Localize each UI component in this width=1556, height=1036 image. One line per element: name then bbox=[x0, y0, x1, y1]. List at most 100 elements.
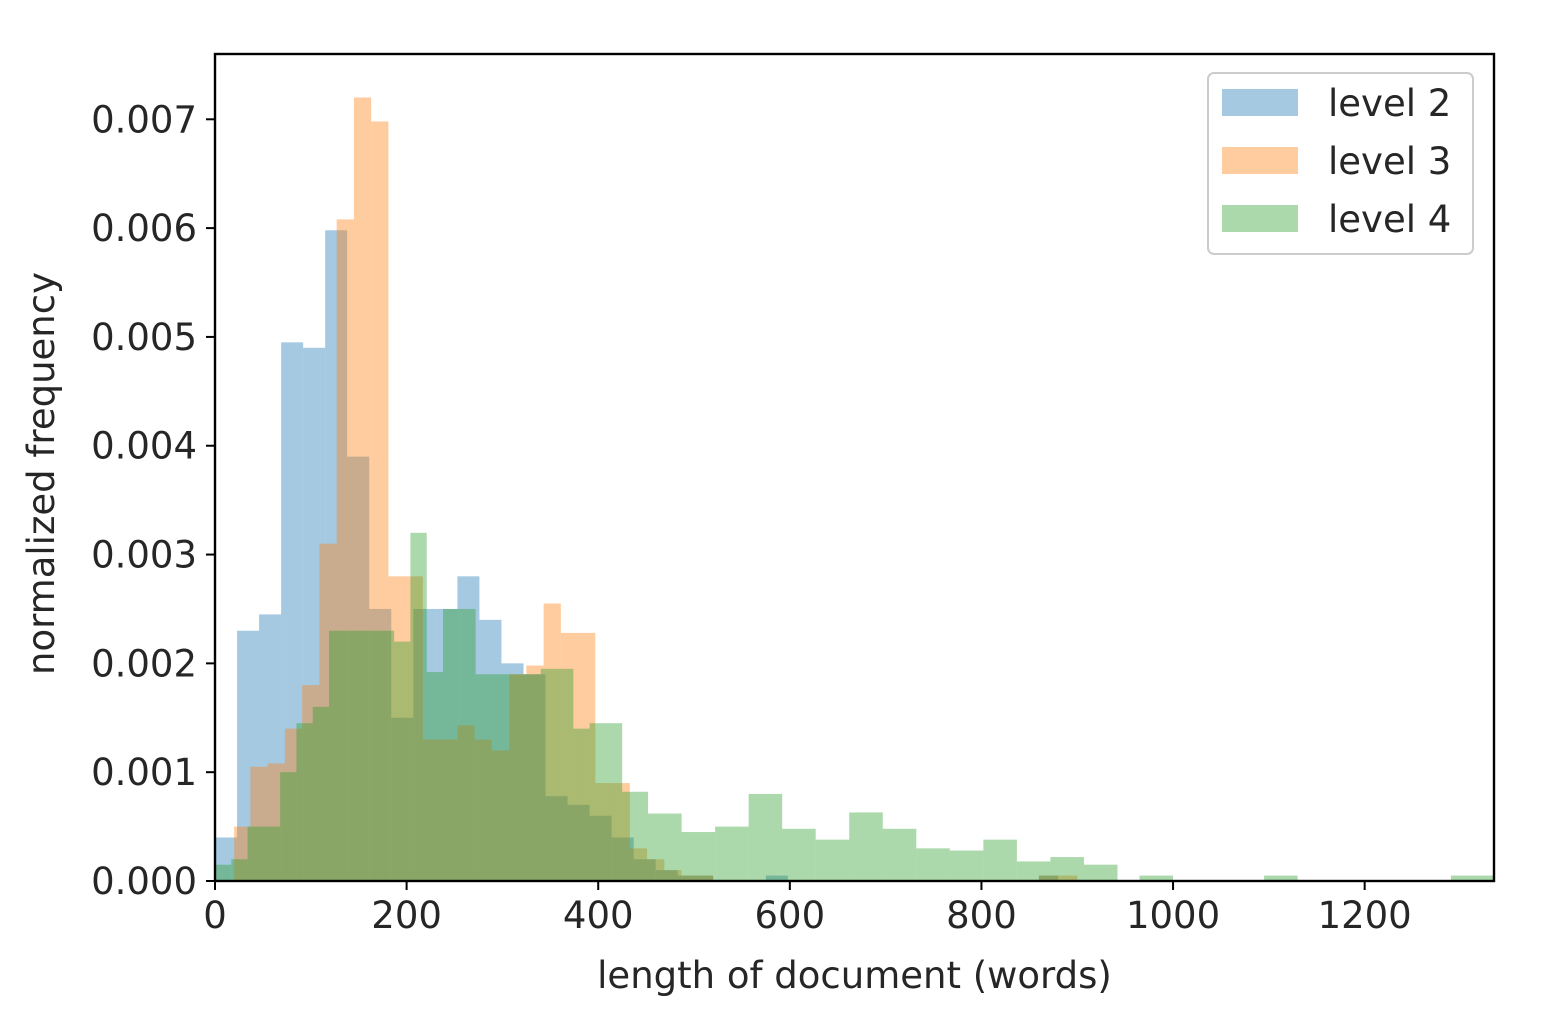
histogram-bar bbox=[765, 875, 788, 881]
legend: level 2 level 3 level 4 bbox=[1207, 72, 1474, 255]
histogram-bar bbox=[557, 668, 574, 881]
legend-swatch bbox=[1222, 147, 1298, 174]
histogram-bar bbox=[983, 839, 1017, 881]
y-axis-label: normalized frequency bbox=[20, 272, 63, 675]
histogram-bar bbox=[302, 685, 320, 881]
histogram-bar bbox=[508, 674, 525, 881]
histogram-bar bbox=[303, 347, 326, 882]
histogram-bar bbox=[435, 608, 458, 881]
legend-entry-label: level 3 bbox=[1328, 140, 1451, 183]
histogram-bar bbox=[849, 812, 883, 881]
series-level-4 bbox=[215, 532, 1494, 881]
histogram-bar bbox=[509, 674, 527, 881]
histogram-bar bbox=[681, 832, 716, 881]
histogram-bar bbox=[215, 837, 238, 881]
histogram-bar bbox=[1450, 875, 1494, 881]
x-tick-label: 1200 bbox=[1318, 894, 1412, 937]
histogram-bars bbox=[215, 97, 1494, 882]
histogram-bar bbox=[526, 665, 544, 881]
histogram-bar bbox=[916, 848, 950, 881]
histogram-bar bbox=[605, 723, 623, 881]
histogram-bar bbox=[281, 342, 304, 882]
y-axis-ticks: 0.000 0.001 0.002 0.003 0.004 0.005 0.006 0.007 bbox=[91, 98, 215, 903]
histogram-bar bbox=[336, 219, 354, 881]
histogram-bar bbox=[1038, 875, 1078, 881]
histogram-bar bbox=[612, 783, 630, 881]
histogram-bar bbox=[611, 837, 634, 881]
histogram-bar bbox=[543, 603, 561, 881]
legend-entry-label: level 2 bbox=[1328, 82, 1451, 125]
histogram-bar bbox=[578, 632, 596, 881]
histogram-bar bbox=[664, 870, 682, 881]
histogram-bar bbox=[422, 739, 441, 881]
y-tick-label: 0.006 bbox=[91, 207, 197, 250]
histogram-bar bbox=[589, 815, 612, 881]
histogram-bar bbox=[1264, 875, 1298, 881]
histogram-bar bbox=[567, 804, 590, 881]
histogram-bar bbox=[267, 763, 285, 881]
histogram-bar bbox=[347, 456, 370, 881]
histogram-bar bbox=[523, 674, 546, 881]
histogram-bar bbox=[524, 674, 541, 881]
histogram-bar bbox=[1016, 861, 1051, 881]
histogram-bar bbox=[748, 793, 783, 881]
histogram-bar bbox=[1083, 864, 1118, 881]
histogram-bar bbox=[573, 728, 590, 881]
y-tick-label: 0.002 bbox=[91, 642, 197, 685]
x-tick-label: 800 bbox=[946, 894, 1017, 937]
histogram-bar bbox=[325, 230, 348, 881]
histogram-bar bbox=[540, 668, 558, 881]
histogram-bar bbox=[475, 674, 492, 881]
x-axis-label: length of document (words) bbox=[597, 954, 1112, 997]
histogram-bar bbox=[394, 641, 411, 881]
histogram-bar bbox=[426, 672, 444, 881]
x-tick-label: 1000 bbox=[1126, 894, 1220, 937]
histogram-bar bbox=[319, 543, 337, 881]
histogram-bar bbox=[622, 791, 649, 881]
histogram-bar bbox=[345, 630, 362, 881]
histogram-bar bbox=[405, 576, 423, 881]
legend-box bbox=[1207, 72, 1474, 255]
histogram-bar bbox=[545, 796, 568, 881]
x-axis-ticks: 0 200 400 600 800 1000 1200 bbox=[203, 881, 1412, 937]
histogram-bar bbox=[491, 674, 509, 881]
plot-area-frame bbox=[213, 52, 1496, 883]
histogram-bar bbox=[648, 813, 682, 881]
histogram-bar bbox=[474, 739, 492, 881]
histogram-bar bbox=[388, 576, 406, 881]
histogram-bar bbox=[882, 828, 917, 881]
histogram-bar bbox=[815, 839, 850, 881]
histogram-bar bbox=[1050, 857, 1084, 881]
y-tick-label: 0.007 bbox=[91, 98, 197, 141]
series-level-2 bbox=[215, 230, 1059, 882]
histogram-bar bbox=[782, 828, 816, 881]
histogram-bar bbox=[629, 848, 648, 881]
histogram-bar bbox=[353, 97, 372, 882]
histogram-bar bbox=[410, 532, 427, 881]
histogram-bar bbox=[589, 723, 606, 881]
histogram-bar bbox=[263, 826, 281, 881]
histogram-bar bbox=[457, 576, 480, 881]
histogram-bar bbox=[715, 826, 749, 881]
y-tick-label: 0.004 bbox=[91, 425, 197, 468]
histogram-bar bbox=[595, 783, 613, 881]
x-tick-label: 0 bbox=[203, 894, 227, 937]
histogram-bar bbox=[413, 608, 436, 881]
histogram-bar bbox=[329, 630, 346, 881]
y-tick-label: 0.000 bbox=[91, 860, 197, 903]
histogram-bar bbox=[280, 772, 297, 881]
histogram-bar bbox=[459, 608, 476, 881]
histogram-bar bbox=[655, 870, 678, 881]
y-tick-label: 0.001 bbox=[91, 751, 197, 794]
y-tick-label: 0.003 bbox=[91, 534, 197, 577]
histogram-bar bbox=[560, 632, 579, 881]
histogram-bar bbox=[633, 859, 656, 881]
histogram-bar bbox=[377, 630, 395, 881]
histogram-bar bbox=[237, 630, 260, 881]
x-tick-label: 600 bbox=[755, 894, 826, 937]
histogram-bar bbox=[250, 766, 268, 881]
histogram-bar bbox=[361, 630, 378, 881]
legend-swatch bbox=[1222, 205, 1298, 232]
histogram-bar bbox=[371, 121, 389, 881]
